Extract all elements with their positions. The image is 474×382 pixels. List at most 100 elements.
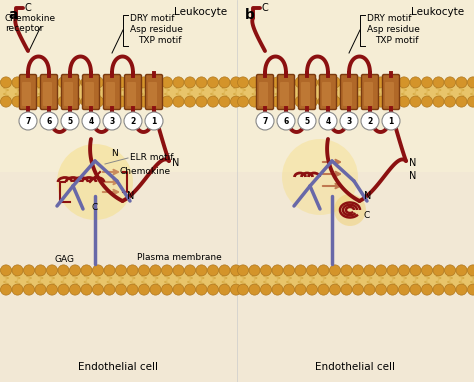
Circle shape xyxy=(456,265,467,276)
Circle shape xyxy=(127,77,138,88)
Circle shape xyxy=(46,265,57,276)
Circle shape xyxy=(318,265,329,276)
Circle shape xyxy=(81,96,92,107)
Circle shape xyxy=(283,284,294,295)
Circle shape xyxy=(249,77,260,88)
Circle shape xyxy=(208,77,219,88)
Circle shape xyxy=(329,96,340,107)
Text: Leukocyte: Leukocyte xyxy=(174,7,227,17)
Text: Plasma membrane: Plasma membrane xyxy=(137,254,222,262)
Circle shape xyxy=(387,284,398,295)
Text: Chemokine: Chemokine xyxy=(5,14,56,23)
Circle shape xyxy=(307,265,318,276)
Circle shape xyxy=(445,77,456,88)
Circle shape xyxy=(329,284,340,295)
Text: b: b xyxy=(245,8,255,22)
Circle shape xyxy=(353,284,364,295)
Circle shape xyxy=(0,77,11,88)
Circle shape xyxy=(353,96,364,107)
Circle shape xyxy=(433,77,444,88)
Text: C: C xyxy=(92,202,98,212)
Circle shape xyxy=(0,284,11,295)
FancyBboxPatch shape xyxy=(277,74,294,110)
Circle shape xyxy=(456,77,467,88)
Circle shape xyxy=(19,112,37,130)
Text: 1: 1 xyxy=(151,117,156,126)
Bar xyxy=(237,79,474,104)
Circle shape xyxy=(35,284,46,295)
Circle shape xyxy=(283,265,294,276)
Text: N: N xyxy=(111,149,118,159)
FancyBboxPatch shape xyxy=(22,82,31,106)
FancyBboxPatch shape xyxy=(103,74,120,110)
Circle shape xyxy=(283,77,294,88)
FancyBboxPatch shape xyxy=(64,82,73,106)
Circle shape xyxy=(12,96,23,107)
Circle shape xyxy=(433,265,444,276)
Circle shape xyxy=(399,265,410,276)
Circle shape xyxy=(196,77,207,88)
Circle shape xyxy=(421,77,432,88)
Circle shape xyxy=(272,265,283,276)
FancyBboxPatch shape xyxy=(343,82,352,106)
Circle shape xyxy=(353,265,364,276)
Text: Chemokine: Chemokine xyxy=(120,167,171,176)
Circle shape xyxy=(445,284,456,295)
Text: 5: 5 xyxy=(304,117,310,126)
Circle shape xyxy=(81,77,92,88)
Circle shape xyxy=(410,77,421,88)
Circle shape xyxy=(116,284,127,295)
Circle shape xyxy=(295,77,306,88)
FancyBboxPatch shape xyxy=(280,82,289,106)
FancyBboxPatch shape xyxy=(148,82,157,106)
Circle shape xyxy=(467,284,474,295)
Circle shape xyxy=(219,284,230,295)
Circle shape xyxy=(104,77,115,88)
Circle shape xyxy=(307,284,318,295)
Circle shape xyxy=(184,77,195,88)
FancyBboxPatch shape xyxy=(62,74,79,110)
Circle shape xyxy=(92,96,103,107)
Text: Leukocyte: Leukocyte xyxy=(411,7,464,17)
Circle shape xyxy=(116,96,127,107)
Circle shape xyxy=(40,112,58,130)
Circle shape xyxy=(70,265,81,276)
Circle shape xyxy=(375,96,386,107)
Circle shape xyxy=(184,265,195,276)
FancyBboxPatch shape xyxy=(259,82,268,106)
Circle shape xyxy=(230,77,241,88)
FancyBboxPatch shape xyxy=(299,74,316,110)
Circle shape xyxy=(249,265,260,276)
Circle shape xyxy=(318,96,329,107)
Circle shape xyxy=(138,96,149,107)
Circle shape xyxy=(150,284,161,295)
Circle shape xyxy=(421,96,432,107)
Circle shape xyxy=(282,139,358,215)
Circle shape xyxy=(104,284,115,295)
Circle shape xyxy=(364,77,375,88)
Circle shape xyxy=(70,96,81,107)
Circle shape xyxy=(230,265,241,276)
FancyBboxPatch shape xyxy=(85,82,94,106)
Text: 7: 7 xyxy=(262,117,268,126)
Circle shape xyxy=(184,96,195,107)
Circle shape xyxy=(341,265,352,276)
FancyBboxPatch shape xyxy=(256,74,273,110)
Circle shape xyxy=(70,77,81,88)
Circle shape xyxy=(318,77,329,88)
Circle shape xyxy=(12,284,23,295)
Circle shape xyxy=(283,96,294,107)
Circle shape xyxy=(127,96,138,107)
Circle shape xyxy=(249,96,260,107)
Circle shape xyxy=(375,77,386,88)
Text: 2: 2 xyxy=(130,117,136,126)
Text: a: a xyxy=(8,8,18,22)
Circle shape xyxy=(104,265,115,276)
Circle shape xyxy=(410,284,421,295)
Circle shape xyxy=(58,265,69,276)
Circle shape xyxy=(307,96,318,107)
Text: DRY motif: DRY motif xyxy=(130,14,174,23)
Circle shape xyxy=(340,112,358,130)
Circle shape xyxy=(456,96,467,107)
Circle shape xyxy=(399,284,410,295)
